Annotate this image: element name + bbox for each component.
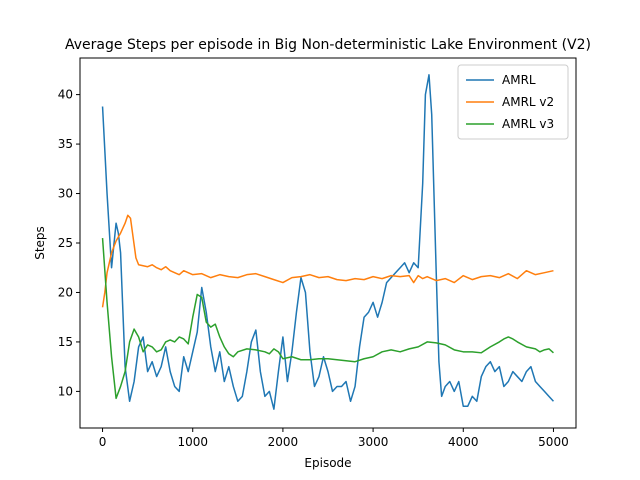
y-tick-label: 30: [58, 187, 73, 201]
series-line-amrl: [101, 74, 555, 410]
x-tick-label: 1000: [177, 435, 208, 449]
x-tick-label: 5000: [538, 435, 569, 449]
legend-label: AMRL: [502, 73, 536, 87]
series-line-amrl-v3: [101, 237, 554, 400]
legend-box: [457, 64, 569, 140]
y-tick-label: 25: [58, 236, 73, 250]
legend-label: AMRL v3: [502, 117, 554, 131]
x-axis: 0 1000 2000 3000 4000 5000: [99, 428, 569, 449]
y-tick-label: 40: [58, 88, 73, 102]
x-axis-label: Episode: [304, 456, 351, 470]
y-tick-label: 35: [58, 137, 73, 151]
y-tick-label: 10: [58, 384, 73, 398]
y-tick-label: 15: [58, 335, 73, 349]
legend-label: AMRL v2: [502, 95, 554, 109]
series-line-amrl-v2: [101, 214, 554, 308]
y-axis-label: Steps: [33, 226, 47, 260]
y-tick-label: 20: [58, 285, 73, 299]
chart-title: Average Steps per episode in Big Non-det…: [65, 37, 591, 53]
legend: AMRL AMRL v2 AMRL v3: [457, 64, 569, 140]
x-tick-label: 3000: [358, 435, 389, 449]
x-tick-label: 0: [99, 435, 107, 449]
x-tick-label: 2000: [268, 435, 299, 449]
y-axis: 10 15 20 25 30 35 40: [58, 88, 80, 398]
x-tick-label: 4000: [448, 435, 479, 449]
series-layer: [101, 74, 555, 410]
